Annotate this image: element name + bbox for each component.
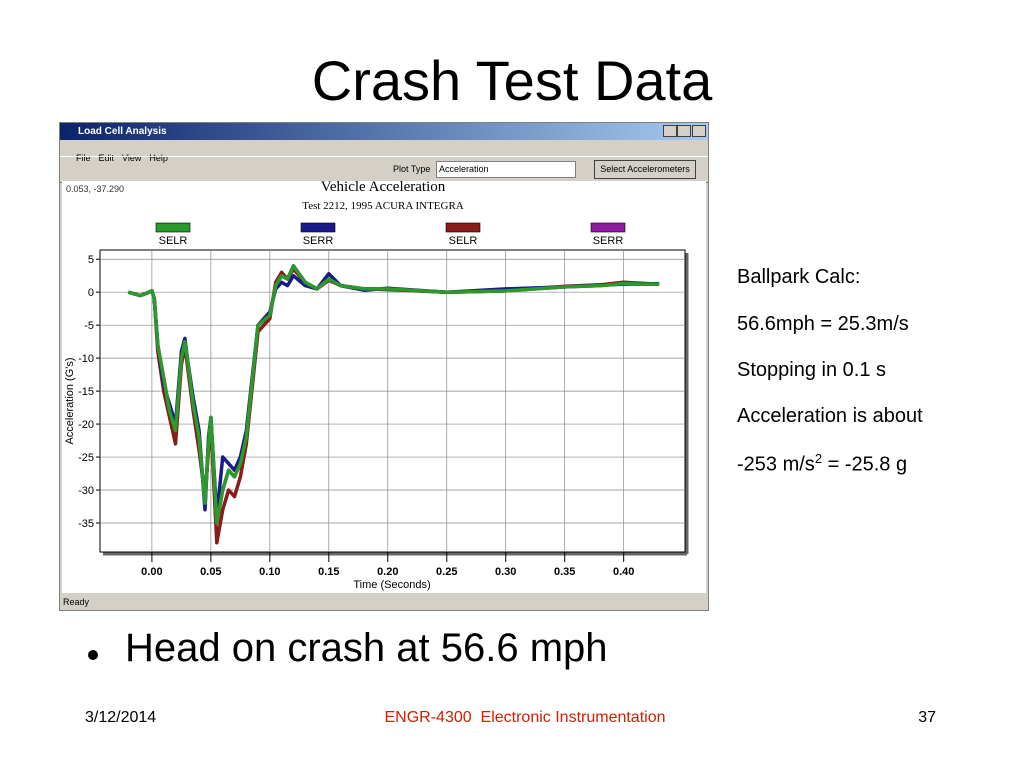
- chart-title: Vehicle Acceleration: [321, 180, 446, 195]
- x-tick-label: 0.10: [259, 566, 280, 578]
- slide-title: Crash Test Data: [311, 49, 713, 112]
- legend-swatch: [300, 222, 336, 233]
- menu-item[interactable]: File: [76, 153, 91, 163]
- y-tick-label: -35: [78, 518, 94, 530]
- chart: Vehicle Acceleration Test 2212, 1995 ACU…: [64, 180, 689, 591]
- y-tick-label: -20: [78, 419, 94, 431]
- y-tick-label: -30: [78, 485, 94, 497]
- note-line: Stopping in 0.1 s: [737, 359, 886, 381]
- note-line: 56.6mph = 25.3m/s: [737, 313, 909, 335]
- legend-label: SERR: [593, 235, 624, 247]
- minimize-button[interactable]: [663, 125, 677, 137]
- menu-item[interactable]: Edit: [98, 153, 115, 163]
- x-axis-label: Time (Seconds): [353, 579, 430, 591]
- bullet-text: Head on crash at 56.6 mph: [125, 626, 608, 670]
- series-line: [127, 264, 660, 525]
- formula-base: -253 m/s: [737, 453, 815, 476]
- y-tick-label: -25: [78, 452, 94, 464]
- legend-label: SELR: [159, 235, 188, 247]
- title-bar: Load Cell Analysis: [60, 123, 708, 140]
- legend-swatch: [155, 222, 191, 233]
- formula-exponent: 2: [814, 451, 823, 466]
- x-tick-label: 0.05: [200, 566, 221, 578]
- footer-course: ENGR-4300 Electronic Instrumentation: [384, 709, 666, 726]
- cursor-readout: 0.053, -37.290: [66, 184, 125, 194]
- x-tick-label: 0.25: [436, 566, 457, 578]
- legend-label: SELR: [449, 235, 478, 247]
- footer-page: 37: [918, 709, 936, 726]
- select-accelerometers-button[interactable]: Select Accelerometers: [594, 160, 696, 179]
- status-text: Ready: [63, 597, 90, 607]
- note-formula: -253 m/s2 = -25.8 g: [737, 451, 1017, 477]
- maximize-button[interactable]: [677, 125, 691, 137]
- plot-type-label: Plot Type: [393, 164, 431, 174]
- menu-bar: File Edit View Help: [66, 143, 168, 173]
- note-line: Ballpark Calc:: [737, 266, 861, 288]
- note-line: Acceleration is about: [737, 405, 923, 427]
- x-tick-label: 0.30: [495, 566, 516, 578]
- x-tick-label: 0.35: [554, 566, 575, 578]
- legend-swatch: [445, 222, 481, 233]
- menu-item[interactable]: View: [122, 153, 142, 163]
- window-title: Load Cell Analysis: [78, 126, 167, 137]
- y-tick-label: -10: [78, 353, 94, 365]
- x-tick-label: 0.15: [318, 566, 339, 578]
- menu-item[interactable]: Help: [149, 153, 168, 163]
- y-tick-label: -15: [78, 386, 94, 398]
- x-tick-label: 0.00: [141, 566, 162, 578]
- x-tick-label: 0.40: [613, 566, 634, 578]
- close-button[interactable]: [692, 125, 706, 137]
- formula-rest: = -25.8 g: [827, 453, 908, 476]
- y-tick-label: 0: [88, 287, 94, 299]
- x-tick-label: 0.20: [377, 566, 398, 578]
- plot-type-dropdown[interactable]: Acceleration: [436, 161, 576, 178]
- chart-subtitle: Test 2212, 1995 ACURA INTEGRA: [302, 200, 464, 212]
- legend-label: SERR: [303, 235, 334, 247]
- footer-date: 3/12/2014: [85, 709, 157, 726]
- plot-frame: [99, 249, 686, 553]
- y-tick-label: -5: [84, 320, 94, 332]
- y-tick-label: 5: [88, 254, 94, 266]
- legend-swatch: [590, 222, 626, 233]
- y-axis-label: Acceleration (G's): [64, 357, 76, 444]
- bullet-dot: [88, 650, 98, 660]
